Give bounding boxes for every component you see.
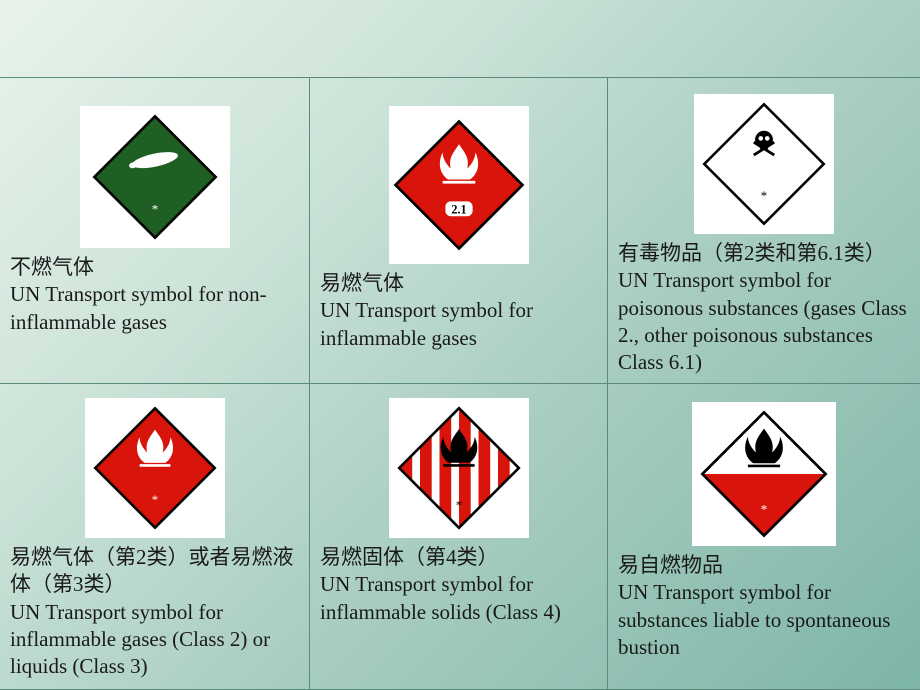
svg-text:*: * [151, 201, 158, 216]
cell-inflammable-gas: 2.1 易燃气体 UN Transport symbol for inflamm… [310, 78, 608, 384]
caption-en: UN Transport symbol for inflammable gase… [320, 297, 597, 352]
caption: 易燃气体（第2类）或者易燃液体（第3类） UN Transport symbol… [10, 544, 299, 680]
poisonous-icon: * [700, 100, 828, 228]
caption: 易燃固体（第4类） UN Transport symbol for inflam… [320, 544, 597, 626]
caption: 有毒物品（第2类和第6.1类） UN Transport symbol for … [618, 240, 910, 376]
inflammable-solid-icon: * [394, 403, 524, 533]
symbol-box: * [389, 398, 529, 538]
caption-zh: 易燃气体 [320, 270, 597, 297]
inflammable-gas-liquid-icon: * [91, 404, 219, 532]
caption: 不燃气体 UN Transport symbol for non-inflamm… [10, 254, 299, 336]
svg-text:*: * [761, 502, 768, 517]
svg-text:*: * [761, 189, 767, 203]
cell-inflammable-solid: * 易燃固体（第4类） UN Transport symbol for infl… [310, 384, 608, 690]
inflammable-gas-icon: 2.1 [391, 117, 527, 253]
non-inflammable-gas-icon: * [90, 112, 220, 242]
caption: 易自燃物品 UN Transport symbol for substances… [618, 552, 910, 661]
caption: 易燃气体 UN Transport symbol for inflammable… [320, 270, 597, 352]
caption-zh: 易燃气体（第2类）或者易燃液体（第3类） [10, 544, 299, 599]
caption-en: UN Transport symbol for non-inflammable … [10, 281, 299, 336]
symbol-holder: * [320, 392, 597, 544]
svg-text:2.1: 2.1 [451, 203, 466, 217]
caption-en: UN Transport symbol for inflammable gase… [10, 599, 299, 681]
caption-zh: 有毒物品（第2类和第6.1类） [618, 240, 910, 267]
symbol-holder: * [618, 392, 910, 552]
cell-inflammable-gas-liquid: * 易燃气体（第2类）或者易燃液体（第3类） UN Transport symb… [0, 384, 310, 690]
cell-non-inflammable-gas: * 不燃气体 UN Transport symbol for non-infla… [0, 78, 310, 384]
caption-en: UN Transport symbol for substances liabl… [618, 579, 910, 661]
symbol-box: 2.1 [389, 106, 529, 264]
symbol-holder: * [618, 86, 910, 240]
caption-en: UN Transport symbol for poisonous substa… [618, 267, 910, 376]
caption-zh: 易燃固体（第4类） [320, 544, 597, 571]
caption-zh: 不燃气体 [10, 254, 299, 281]
symbol-box: * [692, 402, 836, 546]
cell-poisonous: * 有毒物品（第2类和第6.1类） UN Transport symbol fo… [608, 78, 920, 384]
spontaneous-combustion-icon: * [697, 407, 831, 541]
symbol-box: * [85, 398, 225, 538]
slide: * 不燃气体 UN Transport symbol for non-infla… [0, 0, 920, 690]
symbol-box: * [80, 106, 230, 248]
hazmat-grid: * 不燃气体 UN Transport symbol for non-infla… [0, 77, 920, 690]
caption-en: UN Transport symbol for inflammable soli… [320, 571, 597, 626]
symbol-box: * [694, 94, 834, 234]
symbol-holder: * [10, 86, 299, 254]
svg-text:*: * [455, 498, 462, 513]
header-space [0, 0, 920, 77]
svg-text:*: * [151, 493, 157, 507]
caption-zh: 易自燃物品 [618, 552, 910, 579]
cell-spontaneous-combustion: * 易自燃物品 UN Transport symbol for substanc… [608, 384, 920, 690]
symbol-holder: 2.1 [320, 86, 597, 270]
symbol-holder: * [10, 392, 299, 544]
